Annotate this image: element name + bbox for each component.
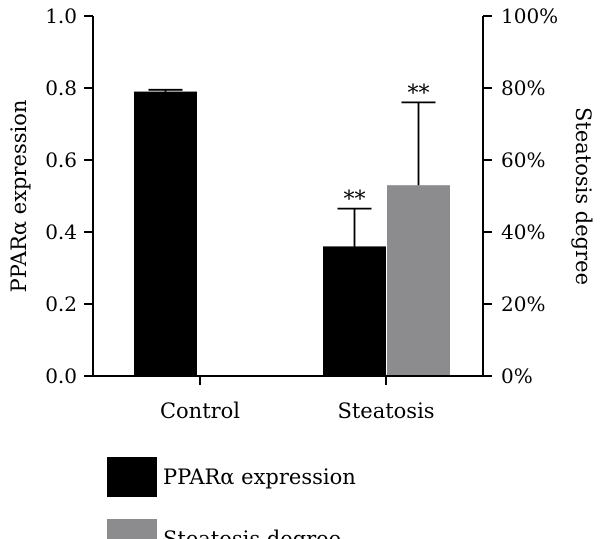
y-right-tick-label: 20% [501, 292, 545, 316]
legend-swatch [107, 519, 157, 539]
y-right-tick-label: 80% [501, 76, 545, 100]
y-axis-right-label: Steatosis degree [571, 107, 595, 285]
y-right-tick-label: 40% [501, 220, 545, 244]
bars: ** ** [134, 81, 450, 376]
y-right-tick-label: 60% [501, 148, 545, 172]
y-left-tick-label: 0.0 [45, 364, 77, 388]
legend-label: Steatosis degree [163, 527, 341, 539]
y-left-tick-label: 1.0 [45, 4, 77, 28]
bar [134, 91, 197, 376]
legend-label: PPARα expression [163, 465, 356, 489]
y-axis-left-label: PPARα expression [7, 100, 31, 293]
y-left-tick-label: 0.4 [45, 220, 77, 244]
x-tick-label: Steatosis [337, 399, 434, 423]
significance-label: ** [344, 188, 366, 213]
bar [323, 246, 386, 376]
legend-swatch [107, 457, 157, 497]
x-tick-label: Control [160, 399, 240, 423]
axes: 0.0 0.2 0.4 0.6 0.8 1.0 0% 20% 40% 60% 80% 100% Cont… [45, 4, 558, 423]
y-left-tick-label: 0.2 [45, 292, 77, 316]
legend: PPARα expression Steatosis degree [107, 457, 356, 539]
y-right-tick-label: 0% [501, 364, 533, 388]
bar [387, 185, 450, 376]
y-left-tick-label: 0.8 [45, 76, 77, 100]
y-right-tick-label: 100% [501, 4, 558, 28]
y-left-tick-label: 0.6 [45, 148, 77, 172]
significance-label: ** [408, 81, 430, 106]
